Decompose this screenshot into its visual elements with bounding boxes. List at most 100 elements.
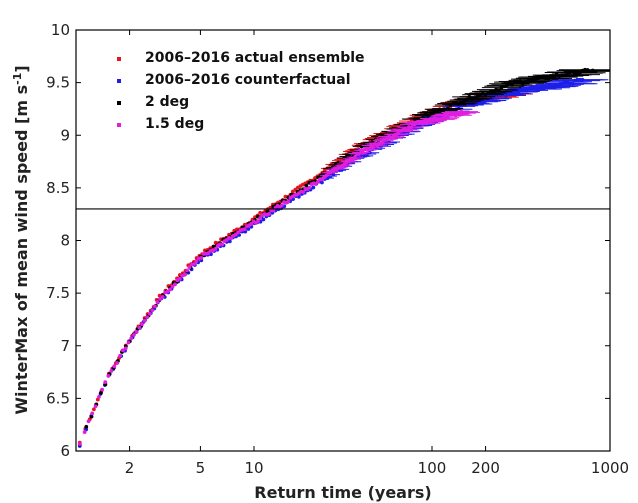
data-point — [165, 289, 170, 294]
data-point — [109, 369, 114, 373]
data-point — [267, 212, 271, 216]
y-axis-title-superscript: -1 — [11, 73, 24, 85]
y-tick-label: 7.5 — [46, 284, 70, 302]
data-point — [227, 239, 232, 244]
y-axis-title: WinterMax of mean wind speed [m s-1] — [11, 65, 31, 414]
data-point — [580, 77, 585, 82]
data-point — [496, 88, 501, 93]
data-point — [504, 93, 508, 98]
x-tick-label: 2 — [125, 459, 135, 477]
data-point — [121, 348, 125, 353]
data-point — [147, 311, 152, 316]
data-point — [134, 329, 139, 334]
y-tick-label: 6 — [60, 442, 70, 460]
data-point — [132, 332, 136, 337]
x-tick-label: 1000 — [591, 459, 629, 477]
data-point — [129, 336, 134, 341]
data-point — [115, 361, 120, 365]
x-tick-label: 100 — [418, 459, 447, 477]
data-point — [453, 113, 458, 118]
data-point — [106, 374, 111, 378]
data-point — [409, 125, 413, 130]
data-point — [126, 340, 131, 345]
data-point — [258, 216, 263, 220]
data-point — [82, 430, 87, 434]
data-point — [84, 424, 89, 429]
data-point — [140, 322, 144, 327]
y-tick-label: 9 — [60, 126, 70, 144]
data-point — [182, 272, 187, 277]
y-axis-title-end: ] — [12, 65, 31, 72]
data-point — [371, 145, 376, 150]
data-point — [187, 265, 192, 270]
data-point — [185, 268, 190, 273]
data-point — [461, 110, 466, 115]
legend-marker — [117, 101, 121, 105]
data-point — [426, 113, 431, 118]
x-axis-title: Return time (years) — [254, 483, 431, 502]
data-point — [173, 282, 177, 287]
data-point — [194, 259, 199, 264]
legend: 2006–2016 actual ensemble 2006–2016 count… — [117, 50, 365, 132]
data-point — [307, 185, 312, 190]
data-point — [90, 411, 95, 416]
data-point — [145, 315, 150, 320]
data-marks-layer — [77, 67, 610, 448]
y-axis-ticks: 6 6.5 7 7.5 8 8.5 9 9.5 10 — [46, 21, 610, 460]
legend-label: 2 deg — [145, 94, 189, 110]
x-axis-ticks: 2 5 10 100 200 1000 — [125, 30, 629, 477]
data-point — [93, 404, 98, 409]
series-3-points — [77, 109, 481, 446]
y-axis-title-main: WinterMax of mean wind speed [m s — [12, 85, 31, 415]
data-point — [150, 308, 155, 313]
data-point — [315, 180, 320, 184]
data-point — [304, 183, 309, 188]
data-point — [353, 155, 357, 160]
legend-marker — [117, 79, 121, 83]
data-point — [92, 407, 96, 412]
data-point — [170, 284, 175, 289]
data-point — [192, 261, 197, 266]
data-point — [590, 68, 595, 73]
data-point — [261, 217, 266, 222]
y-tick-label: 10 — [51, 21, 70, 39]
data-point — [570, 81, 575, 86]
legend-marker — [117, 57, 121, 61]
data-point — [229, 236, 234, 241]
data-point — [242, 227, 247, 232]
data-point — [137, 325, 142, 330]
data-point — [100, 387, 105, 392]
data-point — [405, 128, 409, 132]
data-point — [97, 395, 101, 399]
y-tick-label: 8.5 — [46, 179, 70, 197]
data-point — [320, 180, 324, 185]
data-point — [123, 346, 128, 351]
data-point — [142, 318, 147, 323]
legend-label: 2006–2016 actual ensemble — [145, 50, 365, 66]
data-point — [286, 199, 291, 204]
data-point — [311, 185, 316, 190]
legend-label: 2006–2016 counterfactual — [145, 72, 351, 88]
data-point — [367, 147, 371, 152]
data-point — [362, 154, 367, 158]
data-point — [331, 172, 336, 177]
data-point — [118, 353, 122, 358]
data-point — [160, 295, 165, 299]
data-point — [246, 227, 251, 231]
data-point — [256, 219, 260, 224]
data-point — [99, 390, 103, 395]
x-tick-label: 10 — [244, 459, 263, 477]
data-point — [445, 106, 450, 111]
y-tick-label: 6.5 — [46, 389, 70, 407]
x-tick-label: 200 — [471, 459, 500, 477]
y-tick-label: 9.5 — [46, 74, 70, 92]
data-point — [271, 208, 276, 213]
data-point — [157, 293, 162, 298]
legend-label: 1.5 deg — [145, 116, 204, 132]
data-point — [89, 414, 94, 419]
data-point — [158, 297, 162, 301]
data-point — [86, 419, 91, 424]
data-point — [491, 89, 496, 94]
